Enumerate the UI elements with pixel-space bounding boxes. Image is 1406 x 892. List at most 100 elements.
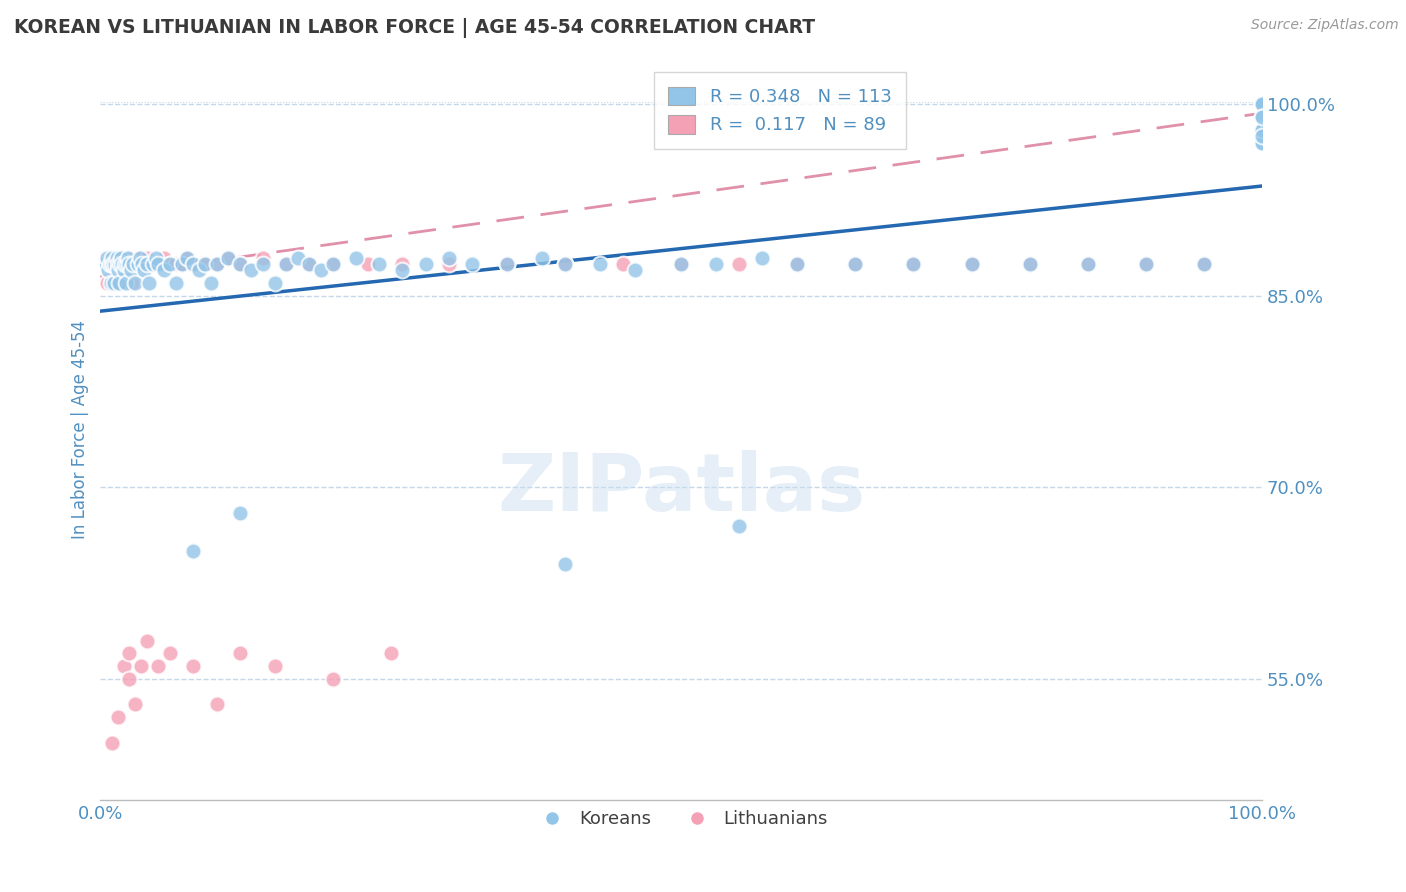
Point bbox=[170, 257, 193, 271]
Point bbox=[1251, 97, 1274, 112]
Point bbox=[101, 257, 124, 271]
Point bbox=[1251, 97, 1274, 112]
Point bbox=[117, 251, 139, 265]
Point bbox=[496, 257, 519, 271]
Point bbox=[135, 633, 157, 648]
Text: ZIPatlas: ZIPatlas bbox=[496, 450, 865, 528]
Point bbox=[181, 544, 204, 558]
Point bbox=[148, 257, 170, 271]
Y-axis label: In Labor Force | Age 45-54: In Labor Force | Age 45-54 bbox=[72, 320, 89, 540]
Point bbox=[1251, 97, 1274, 112]
Point bbox=[554, 257, 576, 271]
Point bbox=[165, 257, 187, 271]
Point bbox=[181, 659, 204, 673]
Point bbox=[1251, 97, 1274, 112]
Point bbox=[1135, 257, 1157, 271]
Point bbox=[108, 276, 131, 290]
Point bbox=[118, 257, 141, 271]
Point bbox=[165, 276, 187, 290]
Point bbox=[129, 257, 152, 271]
Point bbox=[96, 251, 118, 265]
Point bbox=[1077, 257, 1099, 271]
Point bbox=[786, 257, 808, 271]
Point bbox=[1251, 97, 1274, 112]
Point bbox=[1251, 97, 1274, 112]
Point bbox=[94, 251, 117, 265]
Point bbox=[1251, 97, 1274, 112]
Point bbox=[669, 257, 692, 271]
Point bbox=[229, 257, 252, 271]
Point bbox=[194, 257, 217, 271]
Point bbox=[110, 251, 132, 265]
Point bbox=[101, 257, 124, 271]
Point bbox=[960, 257, 983, 271]
Point bbox=[97, 257, 120, 271]
Point bbox=[205, 257, 228, 271]
Point bbox=[127, 257, 149, 271]
Point bbox=[1251, 129, 1274, 144]
Point bbox=[217, 251, 239, 265]
Point bbox=[200, 276, 222, 290]
Point bbox=[1251, 97, 1274, 112]
Point bbox=[1251, 97, 1274, 112]
Point bbox=[276, 257, 298, 271]
Point bbox=[120, 263, 142, 277]
Point bbox=[108, 257, 131, 271]
Point bbox=[276, 257, 298, 271]
Point bbox=[115, 257, 138, 271]
Point bbox=[1251, 97, 1274, 112]
Point bbox=[380, 646, 402, 660]
Point bbox=[115, 251, 138, 265]
Point bbox=[496, 257, 519, 271]
Point bbox=[124, 257, 146, 271]
Point bbox=[903, 257, 925, 271]
Point bbox=[118, 257, 141, 271]
Point bbox=[287, 251, 309, 265]
Text: KOREAN VS LITHUANIAN IN LABOR FORCE | AGE 45-54 CORRELATION CHART: KOREAN VS LITHUANIAN IN LABOR FORCE | AG… bbox=[14, 18, 815, 37]
Point bbox=[205, 257, 228, 271]
Point bbox=[1251, 97, 1274, 112]
Point bbox=[97, 263, 120, 277]
Point bbox=[188, 263, 211, 277]
Point bbox=[1251, 97, 1274, 112]
Point bbox=[252, 257, 274, 271]
Point bbox=[612, 257, 634, 271]
Point bbox=[1251, 97, 1274, 112]
Point bbox=[391, 263, 413, 277]
Point bbox=[101, 251, 124, 265]
Point bbox=[391, 257, 413, 271]
Point bbox=[322, 672, 344, 686]
Point bbox=[159, 257, 181, 271]
Point bbox=[121, 276, 143, 290]
Point bbox=[105, 276, 128, 290]
Point bbox=[110, 257, 132, 271]
Point bbox=[176, 251, 198, 265]
Point bbox=[93, 257, 115, 271]
Point bbox=[112, 659, 135, 673]
Point bbox=[127, 251, 149, 265]
Point bbox=[138, 276, 160, 290]
Point bbox=[104, 257, 127, 271]
Point bbox=[145, 251, 167, 265]
Point bbox=[1251, 123, 1274, 137]
Point bbox=[1251, 97, 1274, 112]
Point bbox=[1251, 97, 1274, 112]
Point bbox=[1251, 97, 1274, 112]
Point bbox=[1251, 97, 1274, 112]
Point bbox=[101, 257, 124, 271]
Point bbox=[1077, 257, 1099, 271]
Point bbox=[118, 672, 141, 686]
Point bbox=[1251, 97, 1274, 112]
Point bbox=[124, 276, 146, 290]
Point bbox=[148, 257, 170, 271]
Point bbox=[105, 251, 128, 265]
Point bbox=[153, 251, 176, 265]
Point bbox=[1251, 97, 1274, 112]
Point bbox=[960, 257, 983, 271]
Point bbox=[128, 251, 150, 265]
Point bbox=[263, 276, 285, 290]
Point bbox=[159, 646, 181, 660]
Point bbox=[98, 251, 121, 265]
Point bbox=[131, 257, 153, 271]
Point bbox=[229, 646, 252, 660]
